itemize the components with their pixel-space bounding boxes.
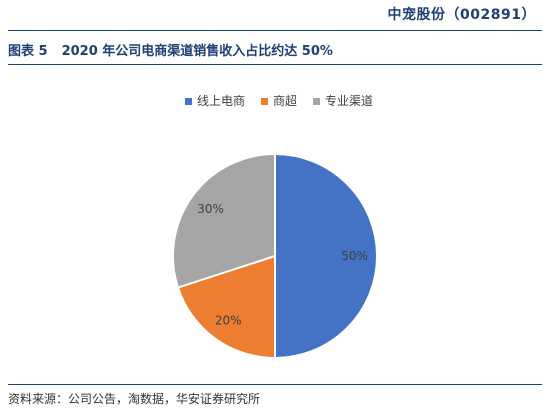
legend-swatch-2 [261,98,268,105]
figure-number: 图表 5 [8,44,48,59]
legend-label-2: 商超 [273,93,297,108]
slice-label-3: 30% [197,202,224,216]
pie-slice-3 [172,152,276,289]
pie-labels: 50% 20% 30% [197,202,368,327]
source-note: 资料来源：公司公告，淘数据，华安证券研究所 [8,392,261,406]
legend-swatch-3 [313,98,320,105]
figure-title: 图表 5 2020 年公司电商渠道销售收入占比约达 50% [8,40,333,59]
pie-slice-2 [176,254,276,360]
pie-slice-1 [274,152,378,360]
header-divider [8,30,542,31]
footer-divider [8,384,542,385]
figure-title-text: 2020 年公司电商渠道销售收入占比约达 50% [61,44,333,59]
pie-chart: 线上电商 商超 专业渠道 50% 20% 30% [0,66,550,376]
pie-chart-svg: 线上电商 商超 专业渠道 50% 20% 30% [172,93,378,360]
legend-label-3: 专业渠道 [325,93,373,108]
pie-slices [172,152,378,360]
report-brand: 中宠股份（002891） [387,7,536,23]
slice-label-1: 50% [341,249,368,263]
slice-label-2: 20% [215,313,242,327]
chart-legend: 线上电商 商超 专业渠道 [185,93,373,108]
legend-swatch-1 [185,98,192,105]
legend-label-1: 线上电商 [197,93,245,108]
title-divider [8,64,542,65]
